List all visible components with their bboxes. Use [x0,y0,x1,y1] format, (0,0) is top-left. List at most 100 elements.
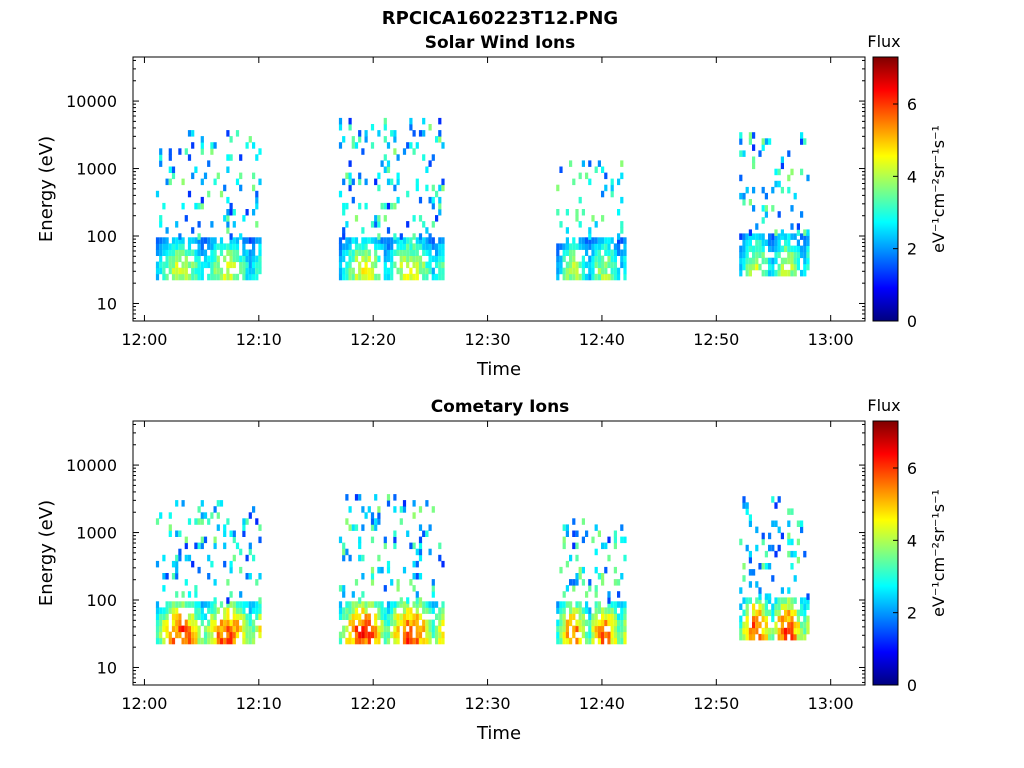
heatmap-cell [562,542,566,550]
heatmap-cell [565,560,569,568]
heatmap-cell [588,619,592,627]
heatmap-cell [226,637,230,645]
heatmap-cell [232,530,236,537]
heatmap-cell [235,601,240,608]
heatmap-cell [572,613,576,620]
heatmap-cell [345,221,349,228]
heatmap-cell [617,591,621,598]
heatmap-cell [377,625,381,633]
heatmap-cell [345,273,349,281]
heatmap-cell [803,269,807,277]
heatmap-cell [159,237,163,244]
x-tick-label: 12:10 [236,330,282,349]
heatmap-cell [562,601,566,608]
heatmap-cell [771,257,775,265]
heatmap-cell [607,637,611,645]
heatmap-cell [181,249,185,256]
heatmap-cell [742,496,746,503]
heatmap-cell [591,215,595,222]
heatmap-cell [572,237,576,244]
heatmap-cell [165,601,169,608]
heatmap-cell [578,273,582,281]
heatmap-cell [210,142,214,149]
heatmap-cell [412,249,416,256]
heatmap-cell [409,249,413,256]
heatmap-cell [162,637,166,645]
heatmap-cell [435,255,439,263]
heatmap-cell [361,237,365,244]
heatmap-cell [764,239,768,246]
heatmap-cell [200,136,204,143]
heatmap-cell [594,625,598,633]
heatmap-cell [588,261,592,269]
heatmap-cell [200,273,204,281]
heatmap-cell [248,631,252,639]
heatmap-cell [572,631,576,639]
heatmap-cell [806,257,810,265]
heatmap-cell [165,255,169,263]
heatmap-cell [252,255,256,263]
heatmap-cell [402,625,407,633]
heatmap-cell [248,542,252,550]
heatmap-cell [572,255,576,263]
heatmap-cell [623,613,627,620]
heatmap-cell [748,239,752,246]
heatmap-cell [213,243,217,250]
heatmap-cell [223,243,227,250]
heatmap-cell [351,249,355,256]
heatmap-cell [364,631,368,639]
heatmap-cell [171,273,176,281]
heatmap-cell [252,273,256,281]
heatmap-cell [393,237,397,244]
heatmap-cell [219,190,224,198]
heatmap-cell [793,575,797,582]
heatmap-cell [748,138,752,145]
heatmap-cell [354,524,359,531]
heatmap-cell [168,601,172,608]
heatmap-cell [159,243,163,250]
heatmap-cell [777,251,781,259]
heatmap-cell [171,560,176,568]
heatmap-cell [258,573,262,580]
heatmap-cell [377,215,381,222]
heatmap-cell [418,506,423,513]
heatmap-cell [175,560,179,568]
heatmap-cell [588,625,592,633]
heatmap-cell [187,249,192,256]
heatmap-cell [162,585,166,592]
heatmap-cell [745,544,749,552]
heatmap-cell [255,261,259,269]
heatmap-cell [248,249,252,256]
heatmap-cell [383,613,387,620]
colorbar-title: Flux [867,32,900,51]
heatmap-cell [784,233,788,240]
heatmap-cell [588,607,592,614]
heatmap-cell [342,227,346,234]
heatmap-cell [790,563,794,570]
heatmap-cell [351,178,355,186]
y-tick-label: 1000 [76,160,117,179]
heatmap-cell [745,603,749,610]
heatmap-cell [604,267,608,275]
heatmap-cell [764,269,768,277]
heatmap-cell [239,255,243,263]
heatmap-cell [242,607,246,614]
heatmap-cell [194,619,198,627]
heatmap-cell [348,613,352,620]
heatmap-cell [803,603,807,610]
heatmap-cell [412,500,416,507]
heatmap-cell [213,142,217,149]
heatmap-cell [428,237,432,244]
heatmap-cell [758,597,762,604]
heatmap-cell [207,237,211,244]
heatmap-cell [361,273,365,281]
heatmap-cell [752,633,756,641]
heatmap-cell [207,573,211,580]
heatmap-cell [793,192,797,200]
heatmap-cell [393,136,397,143]
heatmap-cell [390,202,394,210]
heatmap-cell [412,585,416,592]
heatmap-cell [207,607,211,614]
heatmap-cell [752,615,756,623]
heatmap-cell [338,142,343,149]
